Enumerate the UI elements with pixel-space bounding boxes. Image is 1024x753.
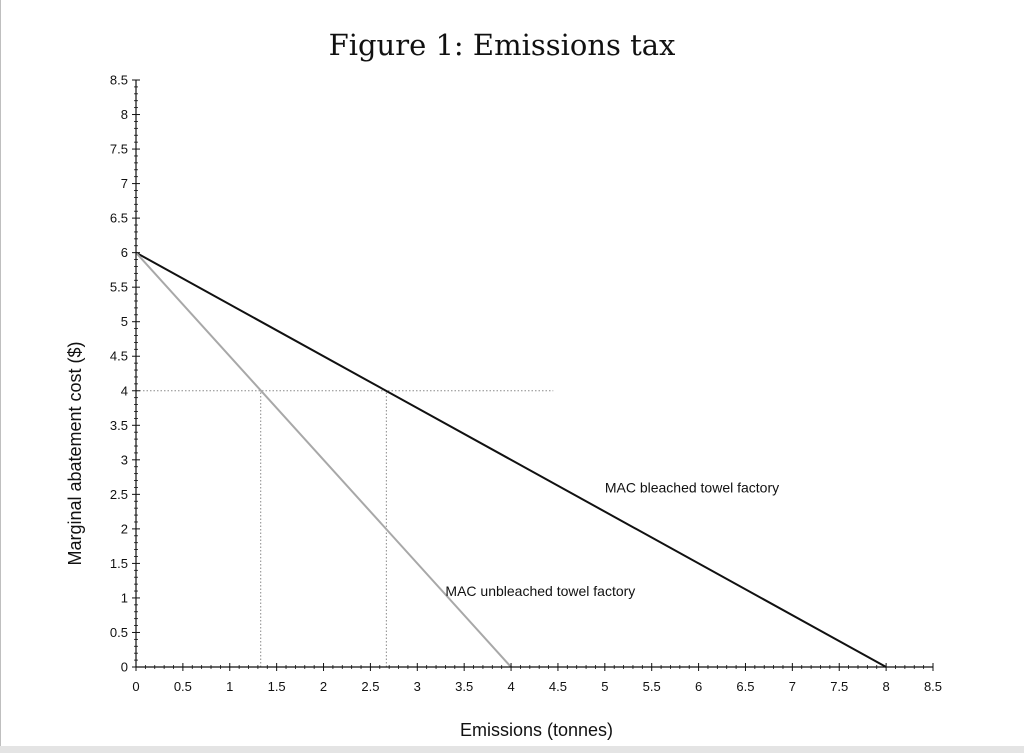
y-tick-label: 1 xyxy=(121,590,128,605)
x-tick-label: 5 xyxy=(601,679,608,694)
reference-lines xyxy=(136,390,554,667)
y-tick-label: 7 xyxy=(121,176,128,191)
page-bottom-strip xyxy=(0,746,1024,753)
y-tick-label: 0 xyxy=(121,660,128,675)
y-tick-label: 2 xyxy=(121,521,128,536)
x-tick-label: 7.5 xyxy=(830,679,848,694)
y-tick-label: 3 xyxy=(121,452,128,467)
x-tick-label: 1 xyxy=(226,679,233,694)
axes: 0 0.5 1 1.5 2 2.5 3 3.5 4 4.5 5 5.5 6 6.5 7 7.5 8 8.5 0 0.5… xyxy=(65,73,942,741)
series-label-unbleached: MAC unbleached towel factory xyxy=(445,583,635,599)
x-tick-label: 5.5 xyxy=(643,679,661,694)
x-tick-label: 6.5 xyxy=(736,679,754,694)
y-tick-label: 7.5 xyxy=(110,142,128,157)
y-tick-label: 8 xyxy=(121,107,128,122)
x-tick-label: 8 xyxy=(883,679,890,694)
y-tick-label: 8.5 xyxy=(110,73,128,88)
x-tick-label: 2.5 xyxy=(361,679,379,694)
y-tick-label: 2.5 xyxy=(110,487,128,502)
series-line-bleached xyxy=(135,251,887,668)
chart-title: Figure 1: Emissions tax xyxy=(328,28,676,62)
y-tick-label: 5.5 xyxy=(110,280,128,295)
series-label-bleached: MAC bleached towel factory xyxy=(605,479,779,495)
y-tick-label: 4 xyxy=(121,383,128,398)
page-left-border xyxy=(0,0,1,753)
y-tick-label: 5 xyxy=(121,314,128,329)
y-tick-label: 4.5 xyxy=(110,349,128,364)
series-layer xyxy=(135,251,887,668)
x-tick-label: 0 xyxy=(132,679,139,694)
x-tick-label: 3.5 xyxy=(455,679,473,694)
y-tick-label: 3.5 xyxy=(110,418,128,433)
x-tick-label: 6 xyxy=(695,679,702,694)
x-tick-label: 1.5 xyxy=(268,679,286,694)
y-axis-title: Marginal abatement cost ($) xyxy=(65,341,85,565)
series-line-unbleached xyxy=(135,251,512,668)
x-tick-label: 2 xyxy=(320,679,327,694)
x-tick-label: 8.5 xyxy=(924,679,942,694)
y-tick-label: 6 xyxy=(121,245,128,260)
x-tick-label: 0.5 xyxy=(174,679,192,694)
x-tick-label: 3 xyxy=(414,679,421,694)
x-tick-label: 7 xyxy=(789,679,796,694)
x-tick-label: 4.5 xyxy=(549,679,567,694)
labels: MAC bleached towel factory MAC unbleached… xyxy=(445,479,779,599)
x-tick-label: 4 xyxy=(507,679,514,694)
y-tick-label: 0.5 xyxy=(110,625,128,640)
x-axis-title: Emissions (tonnes) xyxy=(460,720,613,740)
y-tick-label: 6.5 xyxy=(110,211,128,226)
y-tick-label: 1.5 xyxy=(110,556,128,571)
